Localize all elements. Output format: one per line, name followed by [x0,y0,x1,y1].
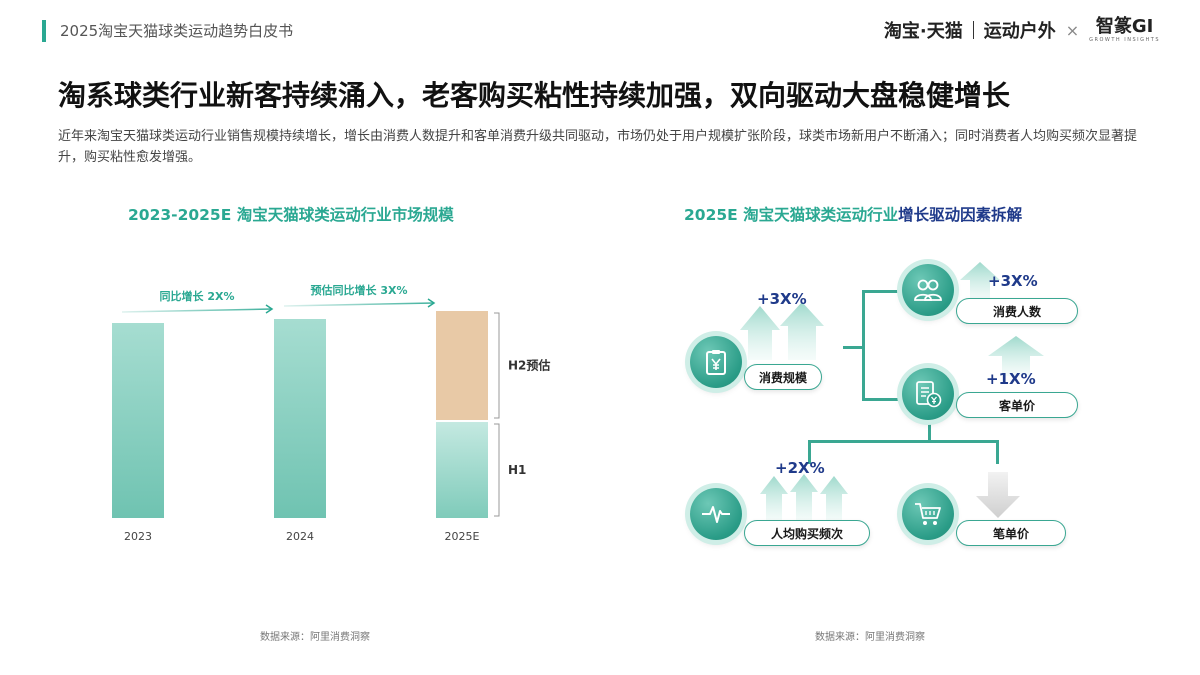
price-down-arrow [976,472,1020,518]
clipboard-yen-icon [706,350,726,375]
receipt-yen-icon [916,381,942,408]
series-h2-label: H2预估 [508,358,550,373]
x-tick-2025E: 2025E [445,530,480,543]
brand-logos: 淘宝·天猫 运动户外 × 智篆GI GROWTH INSIGHTS [884,17,1160,43]
bar-2025E-h2 [436,311,488,420]
pulse-icon [702,506,730,523]
buyers-label: 消费人数 [956,298,1078,324]
connector-sales-trunk [843,346,863,349]
connector-to-freq [808,440,811,464]
connector-to-buyers [862,290,902,293]
brand-x: × [1065,20,1080,40]
buyers-node [902,264,954,316]
market-size-bar-chart: 2023 2024 H2预估 H1 2025E 同比增长 2X% 预估同比增长 3X% [112,283,550,543]
x-tick-2024: 2024 [286,530,314,543]
left-chart-source: 数据来源：阿里消费洞察 [260,632,370,643]
left-chart-title: 2023-2025E 淘宝天猫球类运动行业市场规模 [128,206,454,224]
freq-label: 人均购买频次 [744,520,870,546]
growth-arrow-2 [283,302,435,307]
connector-horizontal-lower [808,440,998,443]
page-title: 淘系球类行业新客持续涌入，老客购买粘性持续加强，双向驱动大盘稳健增长 [58,79,1011,112]
brand-partner-logo: 智篆GI GROWTH INSIGHTS [1089,15,1160,43]
growth-arrowhead-1 [265,304,274,314]
growth-arrowhead-2 [427,298,436,308]
aov-up-arrow [988,336,1044,376]
series-h2-bracket [494,312,500,419]
brand-taobao: 淘宝·天猫 [883,21,963,42]
aov-label: 客单价 [956,392,1078,418]
freq-node [690,488,742,540]
growth-arrow-1 [121,308,273,313]
brand-partner: 智篆GI [1095,15,1154,37]
bar-2025E-h1 [436,422,488,518]
people-icon [914,279,942,301]
buyers-up-arrows [960,262,1000,302]
sales-node [690,336,742,388]
page-description: 近年来淘宝天猫球类运动行业销售规模持续增长，增长由消费人数提升和客单消费升级共同… [58,129,1138,165]
buyers-pct: +3X% [988,272,1038,290]
series-h1-label: H1 [508,463,526,477]
right-chart-source: 数据来源：阿里消费洞察 [815,632,925,643]
price-node [902,488,954,540]
price-label: 笔单价 [956,520,1066,546]
sales-up-arrows [740,302,824,360]
connector-to-aov [862,398,902,401]
growth-label-1: 同比增长 2X% [160,289,235,303]
freq-up-arrows [760,474,848,522]
brand-category: 运动户外 [983,21,1056,42]
series-h1-bracket [494,423,500,517]
brand-partner-sub: GROWTH INSIGHTS [1089,36,1160,43]
x-tick-2023: 2023 [124,530,152,543]
connector-aov-down [928,424,931,440]
aov-node [902,368,954,420]
bar-2023 [112,323,164,518]
report-title: 2025淘宝天猫球类运动趋势白皮书 [60,22,294,40]
sales-pct: +3X% [757,290,807,308]
freq-pct: +2X% [775,459,825,477]
aov-pct: +1X% [986,370,1036,388]
bar-2024 [274,319,326,518]
right-chart-title-part1: 2025E 淘宝天猫球类运动行业 [684,206,899,224]
cart-icon [915,503,941,525]
connector-to-price [996,440,999,464]
right-chart-title-part2: 增长驱动因素拆解 [898,206,1023,224]
right-chart-title: 2025E 淘宝天猫球类运动行业增长驱动因素拆解 [684,203,1022,225]
growth-label-2: 预估同比增长 3X% [311,283,408,297]
brand-divider [972,21,974,39]
connector-vertical-main [862,290,865,400]
sales-label: 消费规模 [744,364,823,390]
header-accent-bar [42,20,46,42]
